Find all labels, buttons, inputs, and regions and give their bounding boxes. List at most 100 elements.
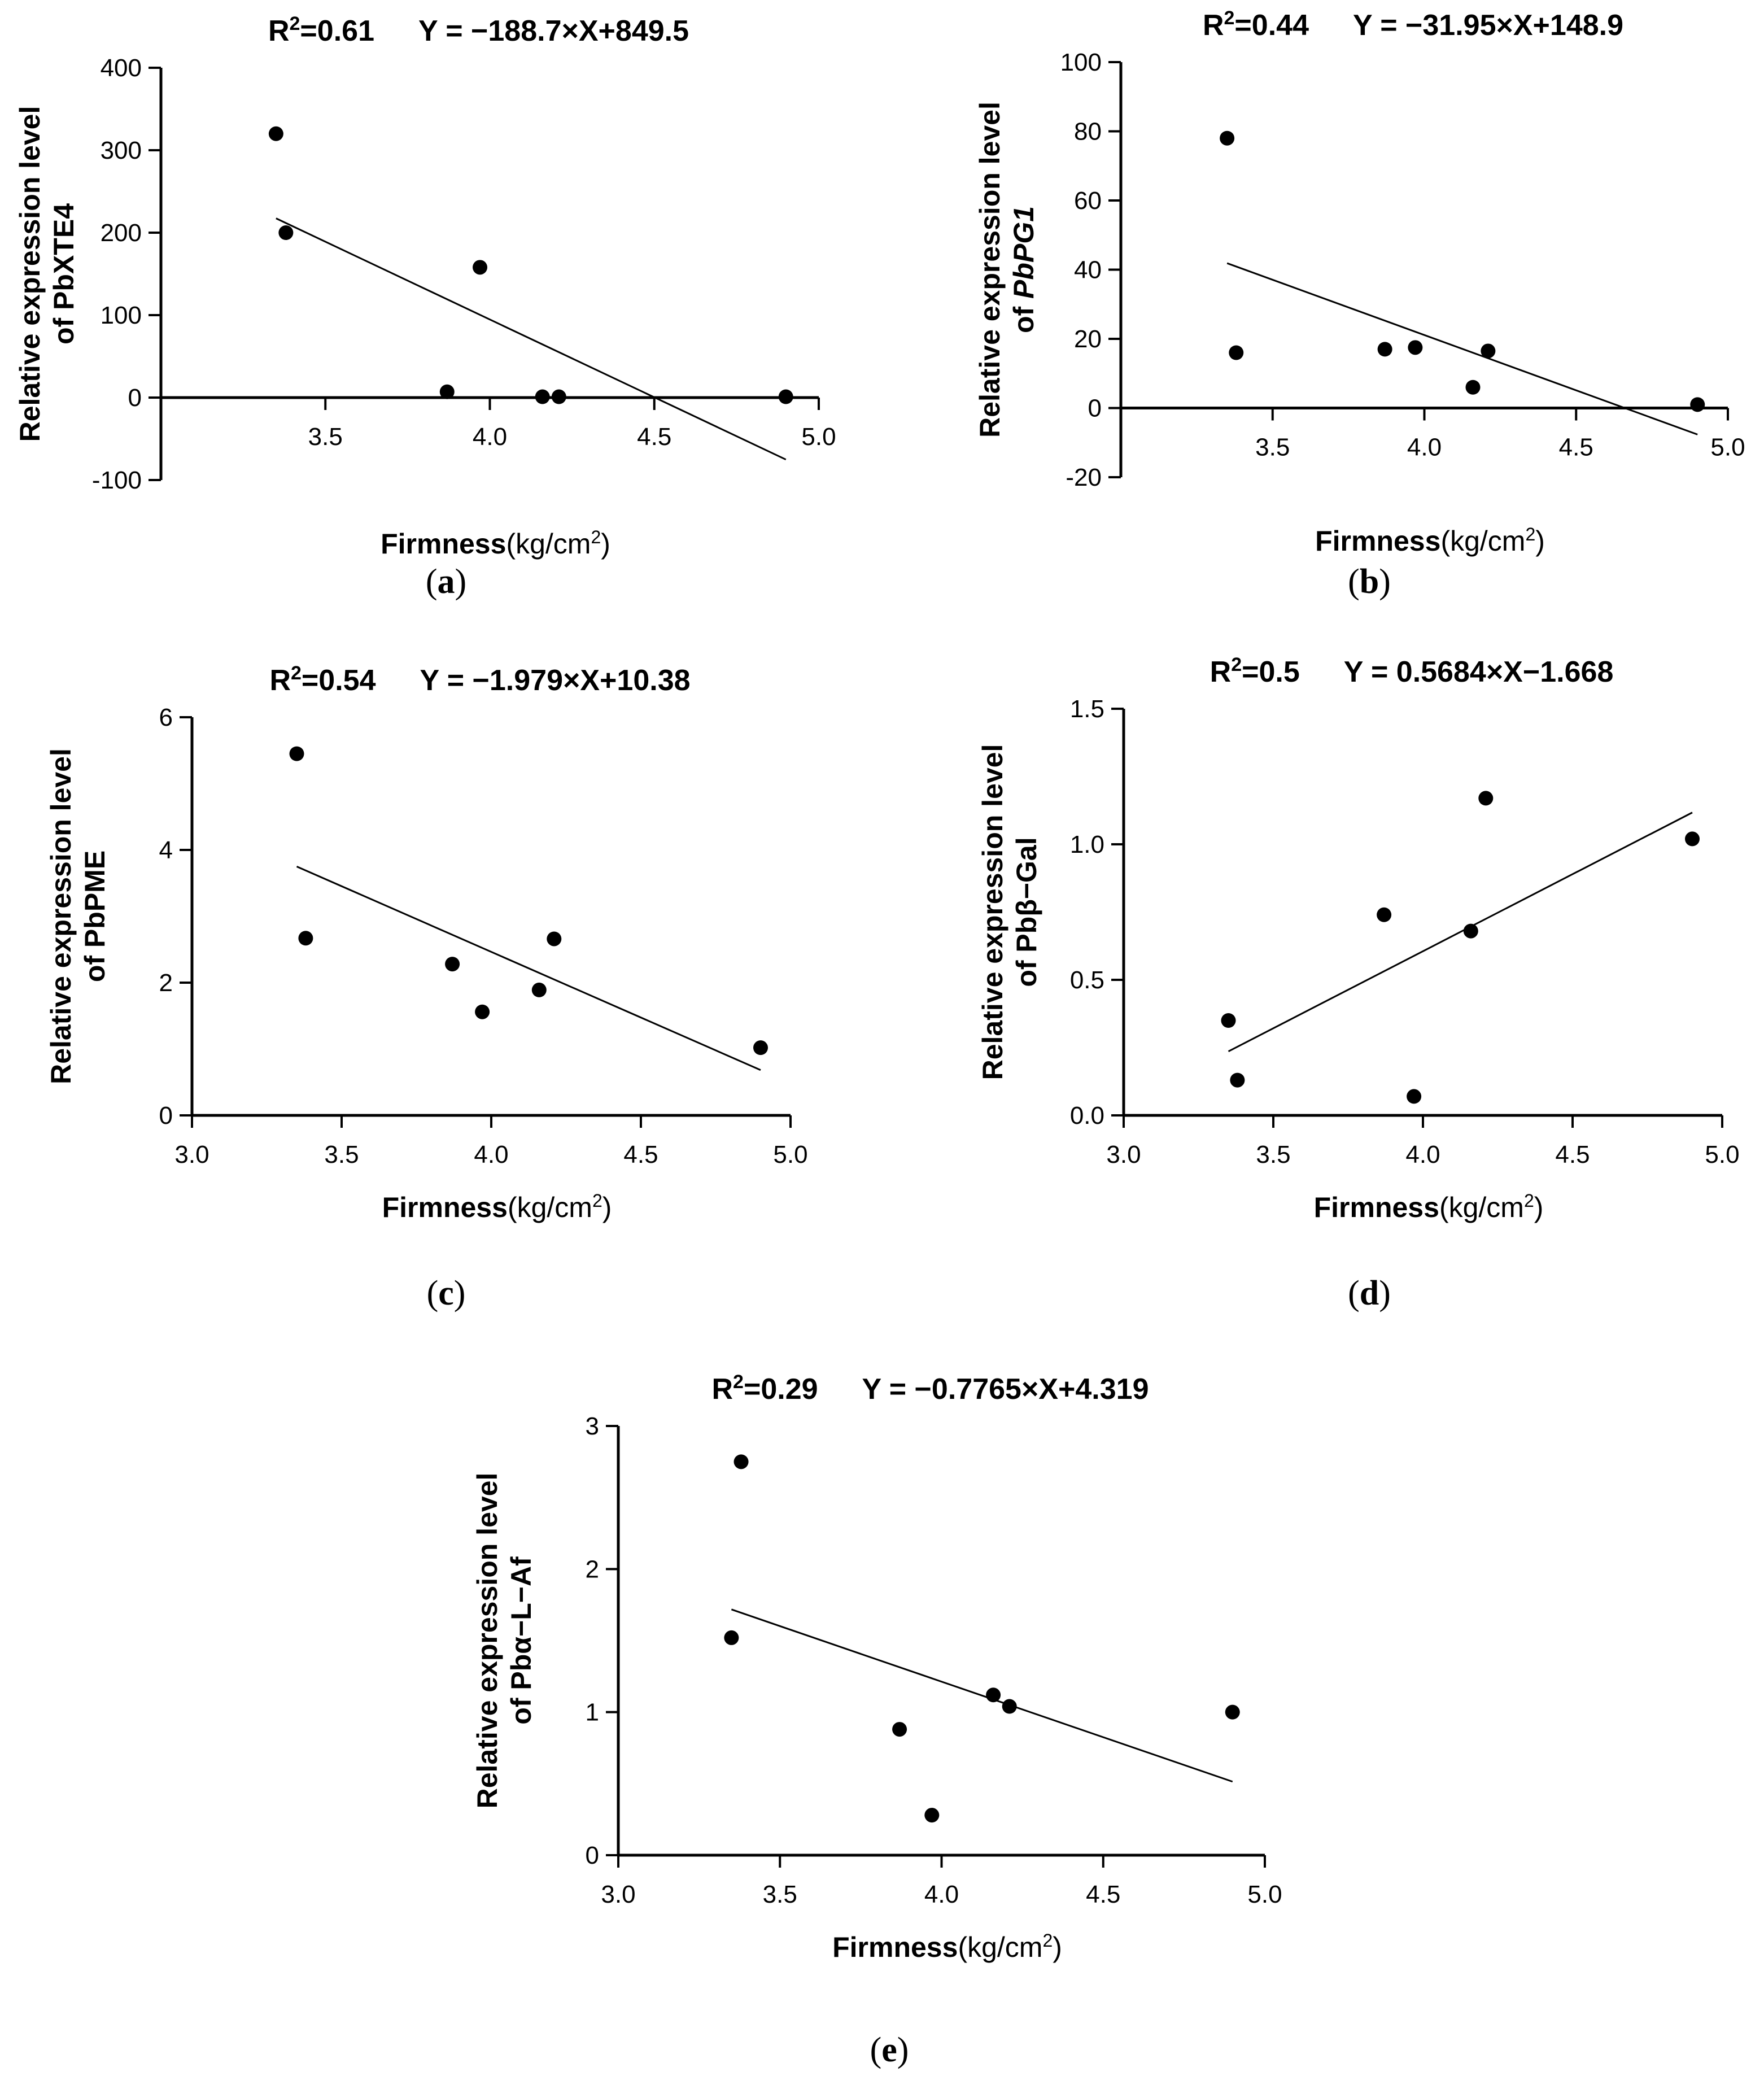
y-tick-label: 80 (1074, 118, 1102, 146)
x-tick-label: 5.0 (1247, 1881, 1282, 1908)
data-point (753, 1040, 768, 1056)
chart-panel-a: -100 0 100 200 300 400 3.5 4.0 4.5 5.0 R2=0.61 Y =… (14, 13, 836, 601)
x-tick-label: 5.0 (1705, 1141, 1739, 1168)
y-tick-label: 0.0 (1070, 1102, 1104, 1129)
regression-line (1226, 262, 1698, 435)
gene-name: Pbβ−Gal (1011, 837, 1042, 952)
data-point (1463, 923, 1478, 939)
y-tick-label: 400 (101, 54, 142, 82)
x-tick-label: 4.5 (1086, 1881, 1120, 1908)
y-tick-label: -20 (1066, 464, 1102, 491)
y-axis-label-line1: Relative expression level (471, 1473, 503, 1809)
y-axis-label-line1: Relative expression level (45, 748, 77, 1084)
r-squared-value: =0.61 (300, 15, 374, 47)
y-tick-label: 0 (159, 1102, 173, 1129)
x-axis-label: Firmness(kg/cm2) (832, 1930, 1062, 1963)
x-axis-label: Firmness(kg/cm2) (1314, 1190, 1544, 1223)
data-point (298, 931, 313, 946)
y-tick-label: 3 (586, 1412, 599, 1440)
y-tick-label: 100 (101, 302, 142, 329)
data-point (531, 982, 547, 997)
data-point (1377, 907, 1392, 922)
y-tick-label: 1.5 (1070, 695, 1104, 723)
x-tick-label: 5.0 (773, 1141, 807, 1168)
r-squared-superscript: 2 (1231, 654, 1242, 675)
r-squared-value: =0.44 (1234, 9, 1309, 42)
data-point (278, 225, 294, 240)
x-tick-label: 4.0 (473, 423, 507, 451)
y-tick-label: 1 (586, 1699, 599, 1726)
x-tick-label: 4.5 (1559, 434, 1593, 461)
data-point (724, 1630, 739, 1645)
data-point (924, 1808, 940, 1823)
panel-label: (e) (870, 2031, 909, 2069)
regression-line (1228, 812, 1693, 1052)
r-squared-value: =0.54 (302, 664, 376, 697)
r-squared-symbol: R (1210, 656, 1232, 688)
regression-line (731, 1608, 1233, 1783)
x-tick-label: 3.0 (174, 1141, 209, 1168)
x-tick-label: 3.5 (763, 1881, 797, 1908)
y-tick-label: 0.5 (1070, 966, 1104, 994)
data-point (1407, 1089, 1422, 1104)
data-point (1221, 1013, 1236, 1028)
r-squared-superscript: 2 (290, 13, 300, 34)
y-axis-label-line1: Relative expression level (974, 102, 1006, 438)
data-point (473, 260, 488, 275)
y-axis-label-line2: of PbPG1 (1008, 206, 1040, 333)
data-point (778, 389, 793, 404)
data-point (445, 957, 460, 972)
equation-text: Y = 0.5684×X−1.668 (1300, 656, 1614, 688)
data-point (1230, 1072, 1245, 1088)
data-point (1220, 130, 1235, 146)
r-squared-superscript: 2 (733, 1371, 744, 1393)
y-tick-label: 0 (586, 1842, 599, 1869)
data-point (986, 1687, 1001, 1703)
equation-text: Y = −188.7×X+849.5 (374, 15, 689, 47)
y-tick-label: 300 (101, 137, 142, 164)
data-point (547, 931, 562, 947)
r-squared-symbol: R (269, 664, 291, 697)
gene-name: PbXTE4 (48, 203, 80, 310)
x-tick-label: 5.0 (1710, 434, 1745, 461)
equation-text: Y = −0.7765×X+4.319 (818, 1373, 1149, 1406)
data-point (1690, 397, 1705, 412)
data-point (1481, 343, 1496, 359)
data-point (535, 389, 550, 404)
chart-panel-d: 0.0 0.5 1.0 1.5 3.0 3.5 4.0 4.5 5.0 R2=0.5 Y = 0.… (977, 654, 1740, 1312)
data-point (1377, 342, 1392, 357)
data-point (551, 389, 566, 404)
regression-equation-title: R2=0.29 Y = −0.7765×X+4.319 (711, 1371, 1149, 1406)
y-axis-label-line2: of PbXTE4 (48, 203, 80, 344)
r-squared-symbol: R (711, 1373, 733, 1406)
panel-label: (a) (426, 562, 466, 601)
panel-label: (d) (1348, 1274, 1391, 1312)
x-tick-label: 3.0 (1106, 1141, 1141, 1168)
y-tick-label: 6 (159, 704, 173, 731)
x-tick-label: 3.5 (1256, 1141, 1290, 1168)
y-tick-label: 20 (1074, 325, 1102, 353)
gene-name: PbPME (79, 851, 111, 948)
gene-name: PbPG1 (1008, 206, 1040, 299)
x-tick-label: 4.0 (1407, 434, 1442, 461)
x-axis-label: Firmness(kg/cm2) (382, 1190, 612, 1223)
r-squared-symbol: R (268, 15, 290, 47)
r-squared-superscript: 2 (291, 662, 302, 684)
x-tick-label: 4.5 (1555, 1141, 1590, 1168)
x-tick-label: 3.0 (601, 1881, 635, 1908)
regression-line (276, 217, 787, 461)
y-tick-label: 60 (1074, 187, 1102, 215)
panel-label: (c) (427, 1274, 466, 1312)
data-point (289, 746, 304, 761)
data-point (1229, 345, 1244, 360)
data-point (475, 1004, 490, 1019)
y-axis-label-line1: Relative expression level (977, 744, 1008, 1080)
r-squared-value: =0.29 (744, 1373, 818, 1406)
x-tick-label: 4.5 (623, 1141, 658, 1168)
data-point (892, 1722, 907, 1737)
equation-text: Y = −31.95×X+148.9 (1309, 9, 1623, 42)
x-axis-label: Firmness(kg/cm2) (381, 527, 610, 560)
regression-equation-title: R2=0.5 Y = 0.5684×X−1.668 (1210, 654, 1614, 688)
x-tick-label: 3.5 (1255, 434, 1290, 461)
